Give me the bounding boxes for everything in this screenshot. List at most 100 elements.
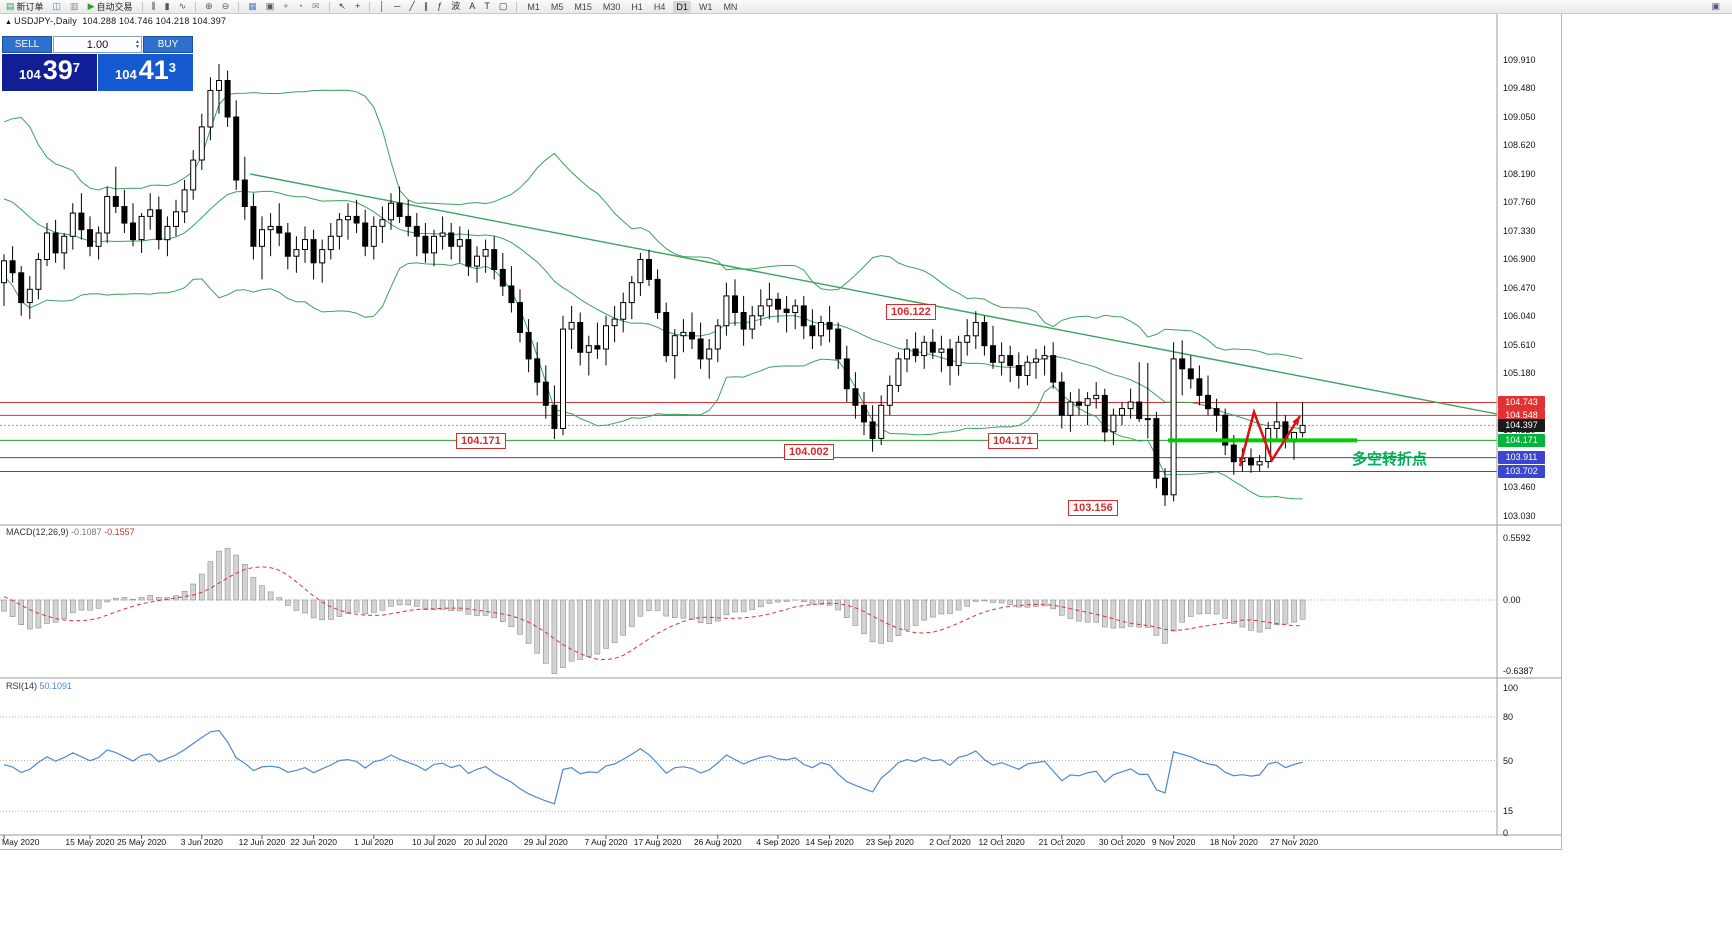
time-axis-label: May 2020 (2, 837, 40, 847)
price-annotation[interactable]: 104.171 (456, 433, 506, 449)
line-chart-icon: ∿ (178, 1, 187, 11)
buy-price-tile[interactable]: 104 41 3 (98, 54, 193, 91)
cursor-icon: ↖ (338, 1, 347, 11)
timeframe-w1[interactable]: W1 (698, 1, 713, 12)
text-label-button[interactable]: T (482, 1, 492, 13)
tile-windows-button[interactable]: ▦ (246, 1, 259, 13)
horizontal-line-button[interactable]: ─ (392, 1, 402, 13)
tile-windows-icon: ▦ (248, 1, 257, 11)
price-annotation[interactable]: 104.002 (784, 444, 834, 460)
time-axis-label: 1 Jul 2020 (354, 837, 394, 847)
price-axis[interactable]: 109.910 109.480 109.050 108.620 108.190 107.7… (1497, 14, 1561, 849)
price-axis-label: 106.900 (1503, 254, 1536, 265)
shapes-button[interactable]: ▢ (497, 1, 510, 13)
trendline-button[interactable]: ╱ (407, 1, 416, 13)
vertical-line-button[interactable]: │ (377, 1, 387, 13)
time-axis[interactable]: May 2020 15 May 2020 25 May 2020 3 Jun 2020… (0, 836, 1497, 849)
indicators-icon: + (283, 1, 289, 11)
indicators-button[interactable]: + (281, 1, 290, 13)
crosshair-icon: + (355, 1, 361, 11)
buy-button[interactable]: BUY (143, 36, 193, 53)
trendline (249, 173, 1498, 415)
price-tag: 104.397 (1498, 418, 1545, 432)
rsi-scale-label: 80 (1503, 712, 1514, 722)
wave-tool-button[interactable]: 波 (449, 1, 462, 13)
toolbar-separator (141, 1, 143, 12)
time-axis-label: 20 Jul 2020 (463, 837, 508, 847)
price-annotation[interactable]: 103.156 (1068, 500, 1118, 516)
chart-canvas[interactable] (0, 14, 1561, 849)
ohlc-values: 104.288 104.746 104.218 104.397 (82, 16, 227, 26)
main-toolbar: ▤ 新订单 ◫ ▥ ▶ 自动交易 ⫼ ▮ ∿ ⊕ ⊖ ▦ ▣ + ◔ ✉ ↖ + │ ─ ╱ ∥ ƒ 波 A T ▢ M1 M5 M15 M… (0, 0, 1732, 14)
rsi-line (3, 729, 1303, 805)
mail-button[interactable]: ✉ (310, 1, 322, 13)
rsi-scale-label: 100 (1503, 683, 1519, 693)
channel-button[interactable]: ∥ (422, 1, 431, 13)
sell-price-sup: 7 (72, 60, 80, 75)
sell-price-tile[interactable]: 104 39 7 (2, 54, 97, 91)
timeframe-h1[interactable]: H1 (631, 1, 643, 12)
crosshair-button[interactable]: + (353, 1, 362, 13)
chart-window: ▲ USDJPY-,Daily 104.288 104.746 104.218 1… (0, 14, 1562, 850)
autotrading-button[interactable]: ▶ 自动交易 (86, 1, 135, 13)
price-tag: 103.702 (1498, 464, 1545, 478)
chart-window-icon: ◫ (52, 1, 62, 11)
time-axis-label: 26 Aug 2020 (693, 837, 742, 847)
text-button[interactable]: A (467, 1, 477, 13)
candlestick-chart-button[interactable]: ▮ (163, 1, 172, 13)
cascade-windows-button[interactable]: ▣ (264, 1, 277, 13)
macd-name: MACD(12,26,9) (6, 527, 69, 537)
price-annotation[interactable]: 104.171 (988, 433, 1038, 449)
templates-button[interactable]: ▥ (68, 1, 81, 13)
toolbar-separator (328, 1, 330, 12)
time-axis-label: 30 Oct 2020 (1098, 837, 1146, 847)
bar-chart-button[interactable]: ⫼ (150, 1, 158, 13)
candlestick-chart-icon: ▮ (164, 1, 170, 11)
text-icon: A (469, 1, 476, 11)
pivot-note[interactable]: 多空转折点 (1352, 451, 1428, 468)
period-button[interactable]: ◔ (296, 1, 305, 13)
buy-price-sup: 3 (168, 60, 176, 75)
fibonacci-button[interactable]: ƒ (435, 1, 444, 13)
wave-tool-icon: 波 (451, 1, 461, 11)
buy-price-int: 104 (115, 67, 137, 82)
shapes-icon: ▢ (498, 1, 508, 11)
new-order-button[interactable]: ▤ 新订单 (4, 1, 46, 13)
volume-input[interactable]: 1.00 ▲ ▼ (53, 36, 142, 53)
one-click-trading-widget: SELL 1.00 ▲ ▼ BUY 104 39 7 104 41 3 (2, 36, 193, 91)
zoom-out-button[interactable]: ⊖ (220, 1, 232, 13)
rsi-scale-label: 0 (1503, 828, 1509, 838)
volume-stepper[interactable]: ▲ ▼ (135, 39, 140, 50)
cursor-button[interactable]: ↖ (337, 1, 349, 13)
sell-button[interactable]: SELL (2, 36, 52, 53)
price-axis-label: 107.760 (1503, 197, 1536, 208)
autotrading-button-label: 自动交易 (96, 2, 133, 12)
time-axis-label: 27 Nov 2020 (1269, 837, 1319, 847)
timeframe-mn[interactable]: MN (723, 1, 738, 12)
timeframe-m5[interactable]: M5 (550, 1, 564, 12)
rsi-indicator-label: RSI(14) 50.1091 (6, 681, 72, 691)
zoom-in-button[interactable]: ⊕ (203, 1, 215, 13)
timeframe-h4[interactable]: H4 (653, 1, 666, 12)
price-axis-label: 109.480 (1503, 83, 1536, 94)
window-controls-icon[interactable]: ▣ (1711, 1, 1720, 11)
timeframe-m30[interactable]: M30 (602, 1, 621, 12)
line-chart-button[interactable]: ∿ (177, 1, 189, 13)
chart-window-button[interactable]: ◫ (51, 1, 64, 13)
zigzag-annotation (1238, 407, 1302, 467)
price-axis-label: 108.190 (1503, 168, 1536, 179)
time-axis-label: 14 Sep 2020 (805, 837, 854, 847)
zigzag-arrowhead (1292, 416, 1300, 426)
time-axis-label: 29 Jul 2020 (523, 837, 568, 847)
price-tag: 104.548 (1498, 408, 1545, 422)
rsi-scale-label: 15 (1503, 806, 1514, 817)
macd-histogram (0, 547, 1497, 674)
timeframe-m1[interactable]: M1 (527, 1, 540, 12)
time-axis-label: 22 Jun 2020 (290, 837, 337, 847)
time-axis-label: 12 Jun 2020 (238, 837, 286, 847)
time-axis-label: 15 May 2020 (65, 837, 115, 847)
timeframe-m15[interactable]: M15 (574, 1, 592, 12)
text-label-icon: T (484, 1, 490, 11)
timeframe-d1[interactable]: D1 (673, 0, 691, 13)
price-annotation[interactable]: 106.122 (886, 304, 936, 320)
